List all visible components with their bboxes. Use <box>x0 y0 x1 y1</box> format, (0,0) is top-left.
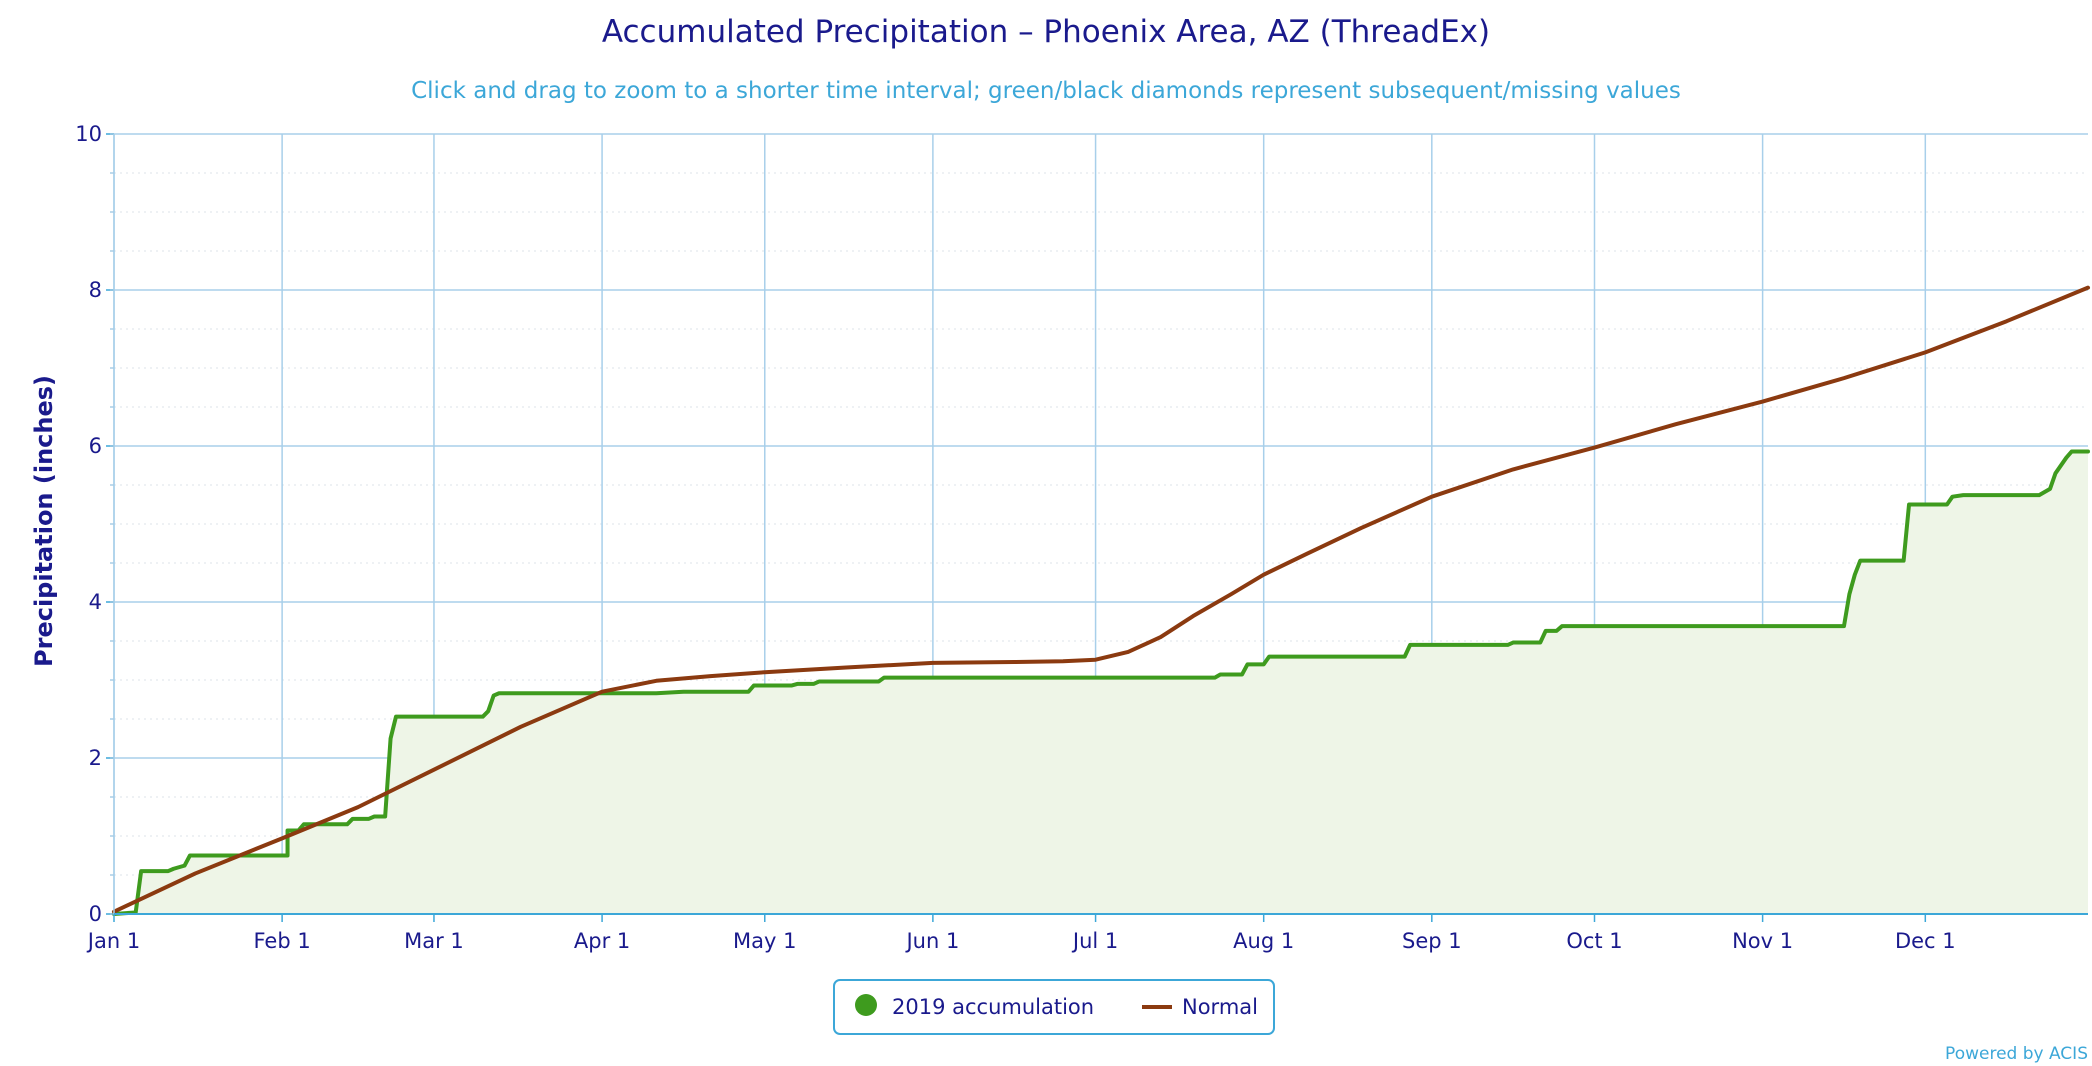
x-tick-label: Jul 1 <box>1071 929 1118 953</box>
axes-layer: 0 2 4 6 8 10 Jan 1 Feb 1 Mar 1 Apr 1 May 1 Jun 1 Jul… <box>75 122 2088 953</box>
legend-box <box>833 979 1275 1035</box>
x-tick-label: Apr 1 <box>574 929 630 953</box>
legend-2019-marker <box>855 994 877 1016</box>
x-tick-label: Oct 1 <box>1566 929 1622 953</box>
legend[interactable]: 2019 accumulation Normal <box>833 979 1275 1035</box>
y-tick-label: 2 <box>89 746 102 770</box>
credit-link[interactable]: Powered by ACIS <box>1945 1044 2088 1064</box>
legend-2019-label: 2019 accumulation <box>892 995 1094 1019</box>
x-tick-label: Sep 1 <box>1402 929 1462 953</box>
x-tick-label: Aug 1 <box>1233 929 1294 953</box>
chart-subtitle: Click and drag to zoom to a shorter time… <box>411 78 1681 104</box>
y-tick-label: 6 <box>89 434 102 458</box>
series-line-2019[interactable] <box>112 449 2090 916</box>
y-tick-label: 10 <box>75 122 102 146</box>
x-tick-label: Feb 1 <box>254 929 311 953</box>
x-tick-label: Dec 1 <box>1895 929 1956 953</box>
series-area-2019 <box>114 451 2088 914</box>
y-tick-label: 0 <box>89 902 102 926</box>
chart-title: Accumulated Precipitation – Phoenix Area… <box>602 14 1490 50</box>
legend-item-2019[interactable]: 2019 accumulation <box>855 994 1094 1019</box>
y-axis-title: Precipitation (inches) <box>30 375 58 667</box>
y-tick-label: 8 <box>89 278 102 302</box>
series-layer <box>112 285 2090 916</box>
x-tick-label: May 1 <box>733 929 796 953</box>
legend-item-normal[interactable]: Normal <box>1142 995 1258 1019</box>
legend-normal-label: Normal <box>1182 995 1258 1019</box>
x-tick-label: Jan 1 <box>86 929 140 953</box>
x-tick-label: Mar 1 <box>404 929 464 953</box>
series-line-normal[interactable] <box>112 285 2090 914</box>
x-tick-label: Jun 1 <box>904 929 959 953</box>
y-tick-label: 4 <box>89 590 102 614</box>
x-tick-label: Nov 1 <box>1732 929 1793 953</box>
